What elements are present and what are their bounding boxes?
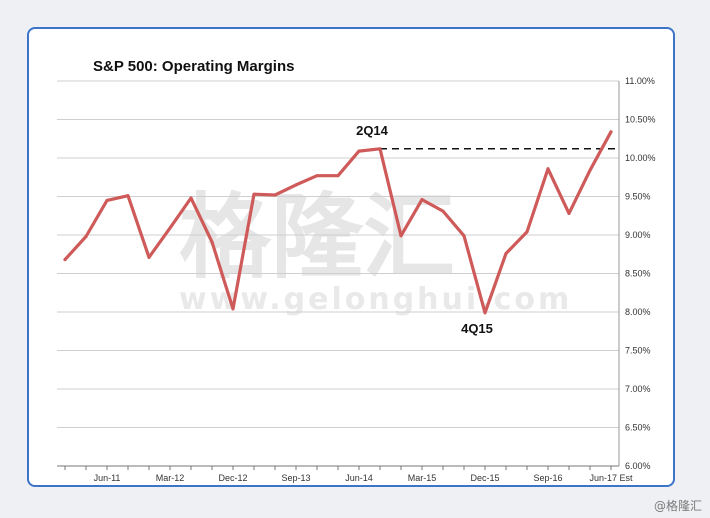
- x-tick-label: Sep-16: [533, 473, 562, 483]
- gridlines: [57, 80, 619, 467]
- annotations: 2Q14 4Q15: [356, 123, 493, 336]
- data-point: [105, 198, 109, 202]
- data-point: [567, 211, 571, 215]
- watermark-url: www.gelonghui.com: [179, 282, 572, 317]
- data-point: [252, 192, 256, 196]
- series-group: [63, 130, 613, 315]
- x-axis: [57, 81, 620, 470]
- data-point: [504, 251, 508, 255]
- watermark: 格隆汇 www.gelonghui.com: [179, 184, 572, 317]
- x-tick-label: Mar-15: [408, 473, 437, 483]
- data-point: [483, 311, 487, 315]
- data-point: [336, 174, 340, 178]
- line-chart: 格隆汇 www.gelonghui.com 6.00% 6.50% 7.00% 7.5…: [57, 58, 656, 483]
- y-tick-label: 9.00%: [625, 230, 651, 240]
- data-point: [168, 226, 172, 230]
- chart-frame: 格隆汇 www.gelonghui.com 6.00% 6.50% 7.00% 7.5…: [27, 27, 675, 487]
- x-tick-label: Jun-17 Est: [589, 473, 633, 483]
- chart-title: S&P 500: Operating Margins: [93, 58, 294, 75]
- annotation-label: 4Q15: [461, 321, 493, 336]
- y-tick-label: 7.00%: [625, 384, 651, 394]
- data-point: [546, 167, 550, 171]
- data-point: [147, 255, 151, 259]
- y-tick-label: 6.00%: [625, 461, 651, 471]
- data-point: [609, 130, 613, 134]
- data-point: [357, 149, 361, 153]
- data-point: [441, 209, 445, 213]
- x-tick-label: Jun-11: [94, 473, 121, 483]
- y-tick-label: 11.00%: [625, 76, 655, 86]
- data-point: [588, 168, 592, 172]
- data-point: [273, 193, 277, 197]
- data-point: [420, 198, 424, 202]
- data-point: [63, 258, 67, 262]
- x-tick-label: Dec-12: [218, 473, 247, 483]
- data-point: [210, 240, 214, 244]
- x-axis-ticks: Jun-11 Mar-12 Dec-12 Sep-13 Jun-14 Mar-15 Dec-…: [94, 473, 633, 483]
- watermark-chinese: 格隆汇: [179, 184, 455, 291]
- y-tick-label: 9.50%: [625, 192, 651, 202]
- y-axis-ticks: 6.00% 6.50% 7.00% 7.50% 8.00% 8.50% 9.00% 9.50%…: [625, 76, 656, 471]
- source-credit: @格隆汇: [653, 499, 702, 513]
- data-point: [126, 194, 130, 198]
- x-tick-label: Jun-14: [345, 473, 373, 483]
- x-tick-label: Sep-13: [281, 473, 310, 483]
- y-tick-label: 6.50%: [625, 423, 651, 433]
- x-tick-label: Dec-15: [470, 473, 499, 483]
- annotation-label: 2Q14: [356, 123, 389, 138]
- y-tick-label: 8.50%: [625, 269, 651, 279]
- data-point: [315, 174, 319, 178]
- data-point: [294, 183, 298, 187]
- data-point: [231, 307, 235, 311]
- data-point: [378, 147, 382, 151]
- y-tick-label: 8.00%: [625, 307, 651, 317]
- y-tick-label: 7.50%: [625, 346, 651, 356]
- x-tick-label: Mar-12: [156, 473, 185, 483]
- y-tick-label: 10.50%: [625, 115, 656, 125]
- y-tick-label: 10.00%: [625, 153, 656, 163]
- data-point: [399, 234, 403, 238]
- data-point: [189, 196, 193, 200]
- data-point: [525, 230, 529, 234]
- data-point: [462, 234, 466, 238]
- data-point: [84, 235, 88, 239]
